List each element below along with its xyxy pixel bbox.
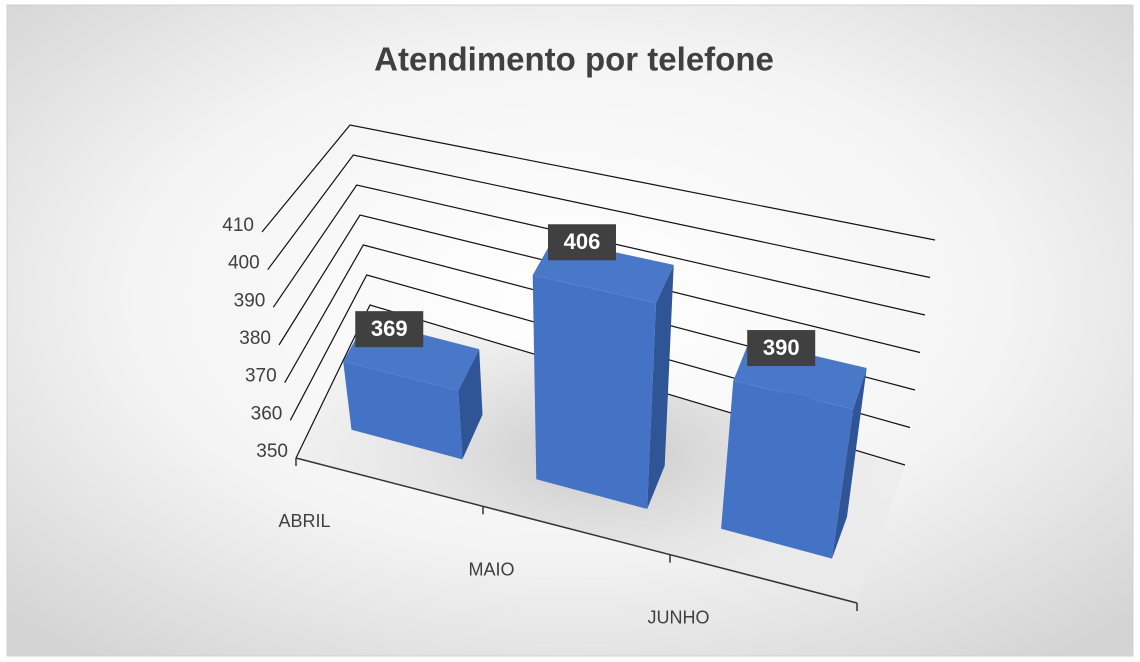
y-tick-label: 350 <box>256 441 288 462</box>
grid-line <box>267 154 931 279</box>
x-tick-label: JUNHO <box>648 608 710 628</box>
bar-side <box>647 264 674 509</box>
bar-front <box>343 361 463 460</box>
bar-side <box>458 349 483 460</box>
x-tick-label: ABRIL <box>278 511 330 531</box>
bar-front <box>532 275 656 509</box>
x-axis <box>295 457 858 604</box>
grid-line <box>289 274 911 429</box>
data-label-box <box>547 224 616 261</box>
grid-line <box>284 244 916 391</box>
grid-line <box>272 184 926 316</box>
y-tick-label: 390 <box>234 290 266 311</box>
y-tick-label: 400 <box>228 253 260 274</box>
data-label: 369 <box>371 316 408 341</box>
chart-title: Atendimento por telefone <box>374 41 774 78</box>
bar-front <box>721 380 854 559</box>
y-tick-label: 360 <box>251 403 283 424</box>
y-tick-label: 410 <box>222 215 254 236</box>
data-label: 406 <box>564 229 601 254</box>
bar-side <box>832 368 867 559</box>
data-label-box <box>747 330 816 367</box>
grid-line <box>295 304 906 466</box>
data-label: 390 <box>763 335 800 360</box>
grid-line <box>261 124 936 241</box>
y-tick-label: 370 <box>245 366 277 387</box>
x-tick-label: MAIO <box>468 559 514 579</box>
data-label-box <box>355 311 424 348</box>
y-tick-label: 380 <box>239 328 271 349</box>
grid-line <box>278 214 921 354</box>
